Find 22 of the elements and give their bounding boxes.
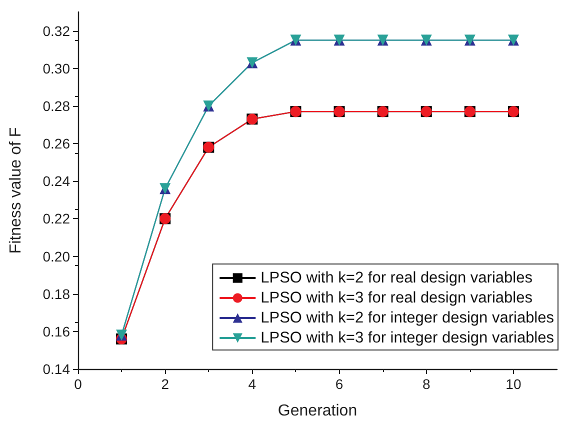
y-tick-label: 0.20: [42, 248, 70, 264]
legend-label: LPSO with k=2 for real design variables: [260, 270, 533, 286]
x-axis-title: Generation: [278, 402, 358, 420]
x-tick-label: 8: [422, 376, 430, 392]
y-tick-label: 0.16: [42, 323, 70, 340]
x-tick-label: 4: [248, 376, 256, 392]
x-tick-label: 2: [161, 376, 170, 392]
y-tick-label: 0.18: [42, 286, 70, 302]
x-tick-label: 10: [506, 376, 522, 392]
y-tick-label: 0.14: [42, 361, 70, 377]
y-tick-label: 0.28: [42, 98, 70, 114]
legend-label: LPSO with k=3 for integer design variables: [260, 330, 554, 346]
y-axis-title: Fitness value of F: [8, 127, 24, 254]
y-tick-label: 0.26: [42, 136, 70, 152]
y-tick-label: 0.22: [42, 210, 70, 227]
x-tick-label: 6: [335, 376, 344, 392]
y-tick-label: 0.30: [42, 60, 70, 76]
y-tick-label: 0.32: [42, 22, 70, 39]
y-tick-label: 0.24: [42, 173, 70, 190]
legend-label: LPSO with k=2 for integer design variables: [260, 310, 554, 326]
legend-label: LPSO with k=3 for real design variables: [260, 290, 533, 306]
x-tick-label: 0: [74, 376, 82, 392]
